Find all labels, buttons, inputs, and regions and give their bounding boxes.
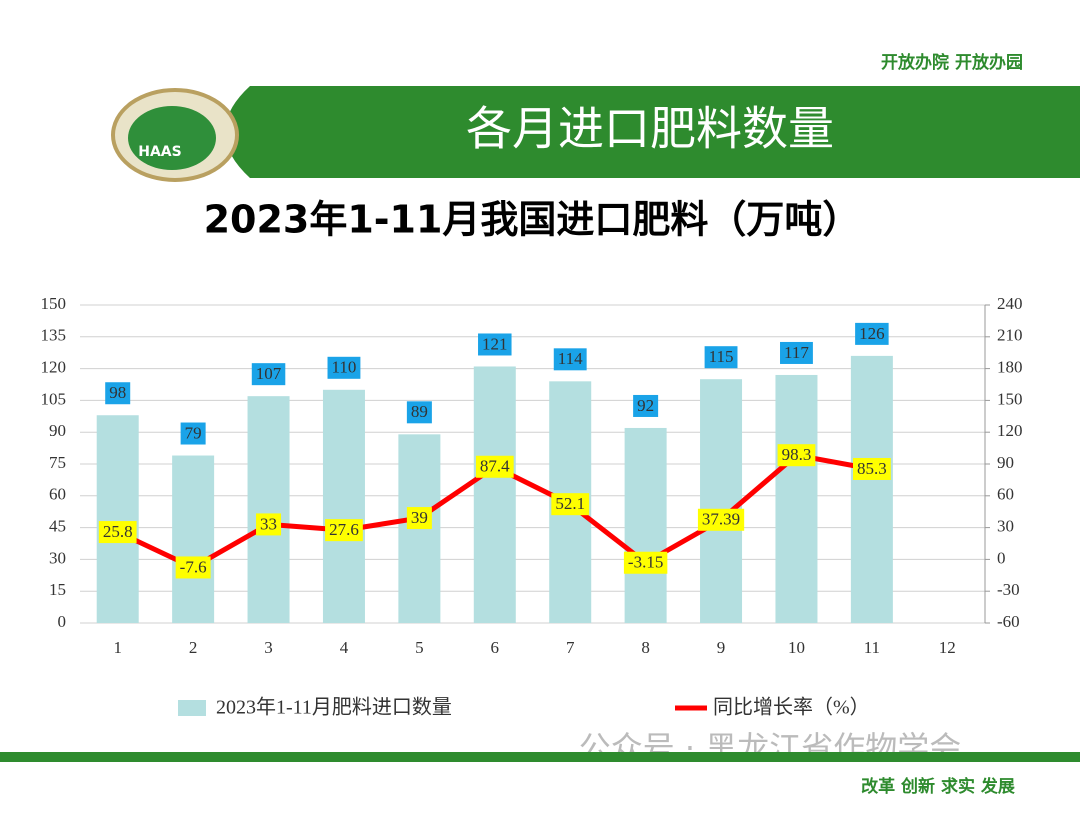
y-tick-label: 30 [49, 548, 66, 567]
data-label-box [105, 382, 131, 405]
data-label-box [553, 348, 587, 371]
data-label: 39 [411, 508, 428, 527]
data-label: 98.3 [782, 445, 812, 464]
bar [624, 427, 667, 623]
y-tick-label: 15 [49, 580, 66, 599]
y2-tick-label: 180 [997, 358, 1023, 377]
data-label-box [777, 444, 816, 467]
y-tick-label: 105 [41, 389, 67, 408]
data-label-box [251, 363, 286, 386]
data-label-box [855, 322, 889, 345]
bar [172, 455, 215, 623]
bar [96, 415, 139, 623]
data-label-box [325, 519, 363, 542]
y-tick-label: 120 [41, 358, 67, 377]
data-label-box [704, 346, 738, 369]
data-label-box [780, 341, 813, 364]
slogan: 开放办院 开放办园 [881, 52, 1023, 73]
data-label-box [327, 356, 361, 379]
y-tick-label: 150 [41, 294, 67, 313]
data-label-box [697, 508, 745, 531]
y2-tick-label: -60 [997, 612, 1020, 631]
bar [473, 366, 516, 623]
data-label-box [406, 507, 432, 530]
data-label: 126 [859, 324, 885, 343]
y2-tick-label: 210 [997, 326, 1023, 345]
legend-label: 同比增长率（%） [713, 696, 870, 719]
x-tick-label: 3 [264, 638, 273, 657]
data-label-box [551, 493, 590, 516]
data-label: -3.15 [628, 553, 663, 572]
slide-title: 各月进口肥料数量 [466, 102, 834, 156]
data-label: 98 [109, 383, 126, 402]
x-tick-label: 7 [566, 638, 575, 657]
bar [322, 389, 365, 623]
data-label-box [623, 551, 668, 574]
data-label-box [478, 333, 512, 356]
data-label-box [406, 401, 432, 424]
chart-title: 2023年1-11月我国进口肥料（万吨） [204, 198, 861, 242]
x-tick-label: 12 [939, 638, 956, 657]
x-tick-label: 1 [113, 638, 122, 657]
data-label-box [475, 455, 514, 478]
legend-swatch [178, 700, 206, 716]
motto: 改革 创新 求实 发展 [861, 776, 1015, 797]
data-label-box [175, 556, 211, 579]
y-tick-label: 75 [49, 453, 66, 472]
data-label: 107 [256, 364, 282, 383]
y2-tick-label: 60 [997, 485, 1014, 504]
data-label: 85.3 [857, 459, 887, 478]
logo-inner [128, 106, 216, 170]
x-tick-label: 2 [189, 638, 198, 657]
y2-tick-label: -30 [997, 580, 1020, 599]
y2-tick-label: 90 [997, 453, 1014, 472]
data-label: 114 [558, 349, 583, 368]
bar [247, 396, 290, 623]
x-tick-label: 11 [864, 638, 880, 657]
data-label: 89 [411, 402, 428, 421]
data-label-box [633, 394, 659, 417]
data-label: 27.6 [329, 520, 359, 539]
logo-text: HAAS [138, 144, 181, 160]
data-label: 115 [709, 347, 734, 366]
y-tick-label: 45 [49, 517, 66, 536]
data-label: 79 [185, 423, 202, 442]
data-label-box [853, 457, 891, 480]
x-tick-label: 10 [788, 638, 805, 657]
x-tick-label: 5 [415, 638, 424, 657]
y-tick-label: 135 [41, 326, 67, 345]
data-label: 117 [784, 343, 809, 362]
data-label-box [180, 422, 206, 445]
data-label-box [98, 521, 137, 544]
x-tick-label: 6 [491, 638, 500, 657]
data-label: 110 [332, 358, 357, 377]
y-tick-label: 60 [49, 485, 66, 504]
data-label: 37.39 [702, 510, 740, 529]
y2-tick-label: 0 [997, 548, 1006, 567]
x-tick-label: 4 [340, 638, 349, 657]
y2-tick-label: 120 [997, 421, 1023, 440]
data-label: -7.6 [180, 557, 207, 576]
bar [850, 355, 893, 623]
y2-tick-label: 240 [997, 294, 1023, 313]
legend-label: 2023年1-11月肥料进口数量 [216, 696, 452, 719]
data-label: 25.8 [103, 522, 133, 541]
data-label-box [256, 513, 282, 536]
x-tick-label: 8 [641, 638, 650, 657]
bar [775, 374, 818, 623]
y-tick-label: 90 [49, 421, 66, 440]
y2-tick-label: 150 [997, 389, 1023, 408]
header-band [200, 86, 1080, 178]
data-label: 92 [637, 396, 654, 415]
data-label: 52.1 [555, 494, 585, 513]
y-tick-label: 0 [58, 612, 67, 631]
footer-band [0, 752, 1080, 762]
x-tick-label: 9 [717, 638, 726, 657]
data-label: 33 [260, 514, 277, 533]
data-label: 121 [482, 334, 508, 353]
bar [700, 379, 743, 623]
y2-tick-label: 30 [997, 517, 1014, 536]
data-label: 87.4 [480, 457, 510, 476]
